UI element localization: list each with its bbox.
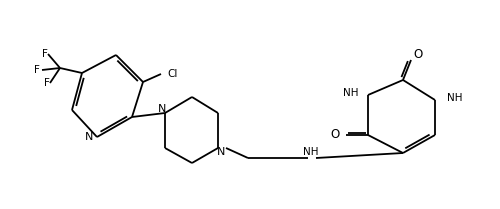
Text: NH: NH (447, 93, 462, 103)
Text: O: O (331, 129, 340, 141)
Text: O: O (413, 47, 422, 60)
Text: N: N (217, 147, 225, 157)
Text: Cl: Cl (167, 69, 177, 79)
Text: F: F (34, 65, 40, 75)
Text: F: F (42, 49, 48, 59)
Text: NH: NH (303, 147, 319, 157)
Text: F: F (44, 78, 50, 88)
Text: N: N (85, 132, 93, 142)
Text: NH: NH (342, 88, 358, 98)
Text: N: N (158, 104, 166, 114)
